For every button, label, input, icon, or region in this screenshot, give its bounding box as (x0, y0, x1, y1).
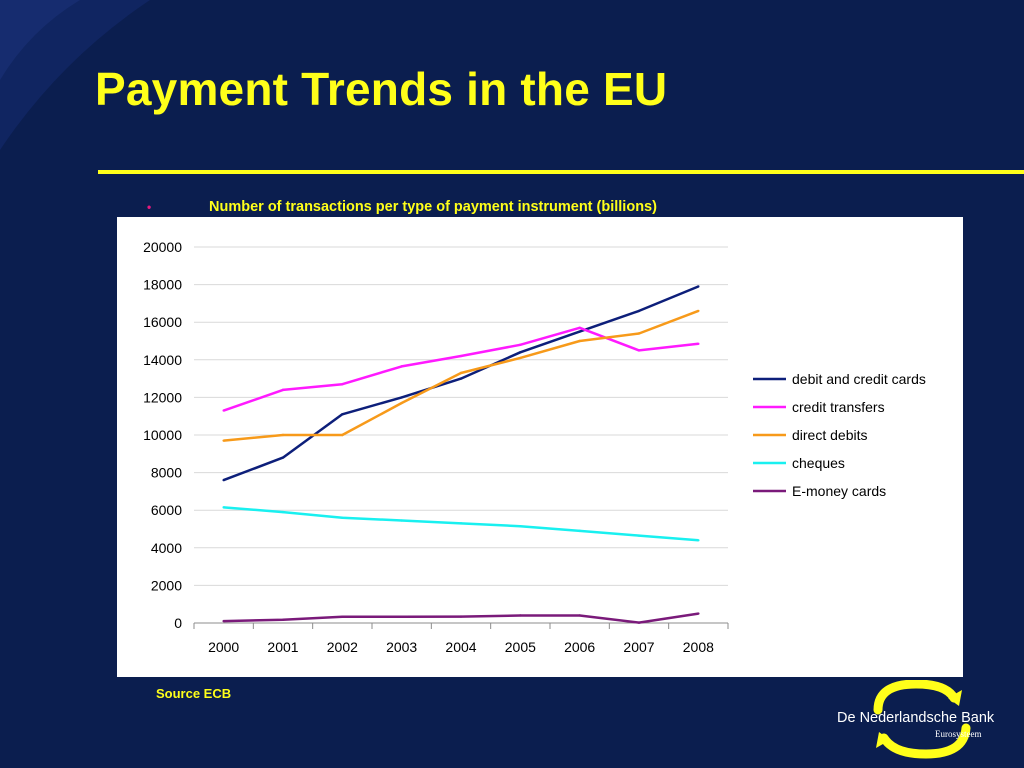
data-point (222, 439, 225, 442)
line-chart: 0 2000 4000 6000 8000 10000 12000 14000 16000 180… (143, 239, 926, 655)
data-point (281, 510, 285, 514)
series-line (223, 612, 699, 624)
data-point (281, 456, 285, 459)
data-point (519, 343, 522, 346)
x-tick-label: 2007 (623, 639, 654, 655)
legend-label: debit and credit cards (792, 371, 926, 387)
data-point (637, 534, 641, 537)
data-point (222, 619, 225, 623)
data-point (222, 506, 225, 509)
x-tick-label: 2008 (683, 639, 714, 655)
dnb-logo-icon (873, 680, 971, 759)
data-point (697, 612, 700, 615)
source-note: Source ECB (156, 686, 232, 701)
x-tick-label: 2003 (386, 639, 417, 655)
data-point (341, 433, 344, 437)
data-point (519, 614, 522, 617)
data-point (400, 365, 403, 368)
data-point (578, 614, 581, 617)
y-tick-label: 10000 (143, 427, 182, 443)
y-tick-label: 6000 (151, 502, 182, 518)
chart-panel: 0 2000 4000 6000 8000 10000 12000 14000 16000 180… (117, 217, 963, 677)
data-point (637, 349, 641, 352)
x-tick-label: 2005 (505, 639, 536, 655)
data-point (400, 519, 403, 522)
logo-name: De Nederlandsche Bank (837, 710, 995, 726)
legend-label: cheques (792, 455, 845, 471)
data-point (578, 339, 581, 343)
data-point (519, 351, 522, 354)
y-tick-label: 8000 (151, 465, 182, 481)
data-point (341, 516, 344, 519)
y-tick-label: 0 (174, 615, 182, 631)
x-tick-label: 2000 (208, 639, 239, 655)
legend-label: E-money cards (792, 483, 886, 499)
data-point (222, 409, 225, 412)
data-point (637, 332, 641, 335)
slide-title: Payment Trends in the EU (95, 63, 668, 115)
y-tick-label: 2000 (151, 577, 182, 593)
data-point (519, 524, 522, 528)
legend-label: direct debits (792, 427, 867, 443)
x-tick-label: 2002 (327, 639, 358, 655)
data-point (578, 529, 581, 533)
data-point (637, 309, 641, 313)
data-point (459, 354, 463, 358)
data-point (341, 615, 344, 618)
bullet-dot-icon: • (147, 200, 152, 214)
y-tick-label: 14000 (143, 352, 182, 368)
y-tick-label: 18000 (143, 277, 182, 293)
data-point (459, 615, 463, 618)
data-point (341, 413, 344, 416)
data-point (578, 330, 581, 333)
data-point (637, 621, 641, 624)
data-point (281, 433, 285, 437)
data-point (400, 396, 403, 399)
data-point (697, 539, 700, 542)
x-tick-label: 2001 (267, 639, 298, 655)
data-point (519, 356, 522, 360)
series-line (223, 285, 699, 482)
data-point (222, 478, 225, 482)
data-point (697, 342, 700, 346)
x-tick-label: 2006 (564, 639, 595, 655)
data-point (400, 615, 403, 618)
legend-label: credit transfers (792, 399, 885, 415)
y-tick-label: 12000 (143, 389, 182, 405)
logo-subtitle: Eurosysteem (935, 729, 982, 739)
data-point (341, 383, 344, 386)
y-tick-label: 16000 (143, 314, 182, 330)
data-point (578, 326, 581, 330)
data-point (697, 309, 700, 313)
title-underline (98, 170, 1024, 174)
series-line (223, 326, 699, 412)
data-point (400, 401, 403, 405)
y-tick-label: 4000 (151, 540, 182, 556)
data-point (697, 285, 700, 288)
data-point (281, 618, 285, 622)
data-point (459, 522, 463, 525)
chart-caption-text: Number of transactions per type of payme… (209, 199, 657, 215)
x-tick-label: 2004 (445, 639, 476, 655)
data-point (459, 371, 463, 375)
data-point (459, 377, 463, 380)
data-point (281, 388, 285, 392)
y-tick-label: 20000 (143, 239, 182, 255)
series-line (223, 309, 699, 442)
